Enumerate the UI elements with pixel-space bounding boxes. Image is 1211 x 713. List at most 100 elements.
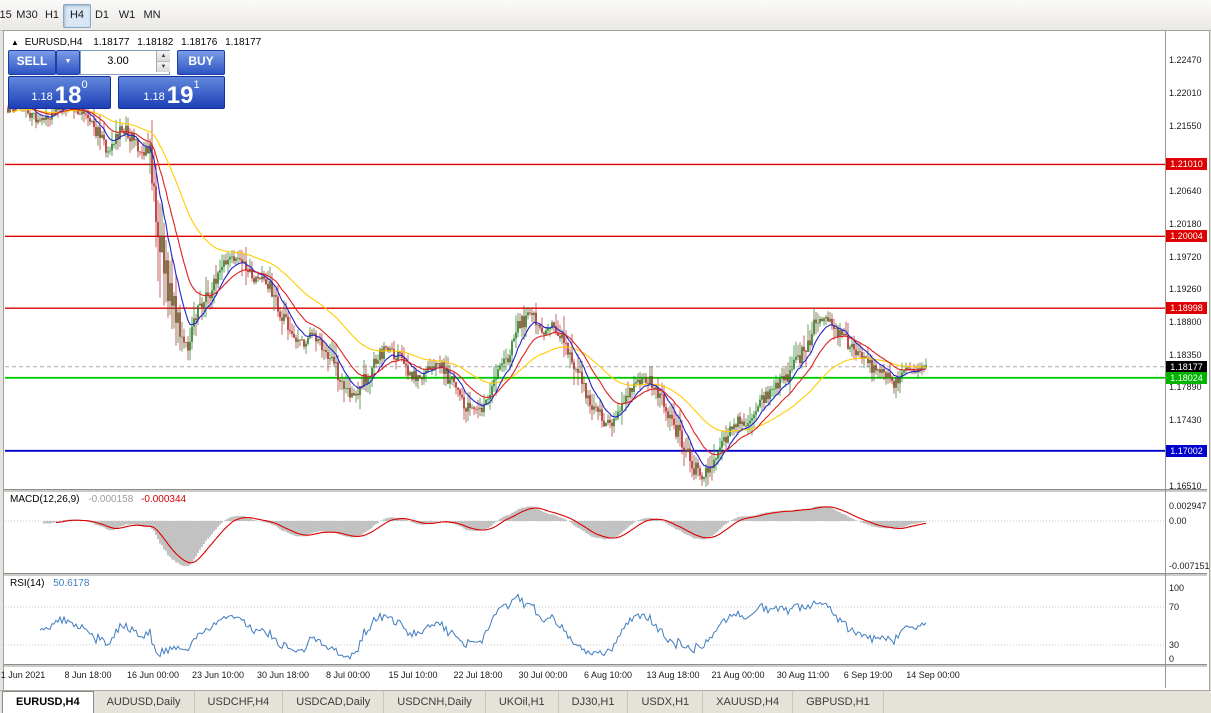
price-badge-1.18177: 1.18177	[1166, 360, 1207, 373]
chart-tab-usdcad-daily[interactable]: USDCAD,Daily	[283, 691, 385, 713]
chart-tab-bar: EURUSD,H4 AUDUSD,Daily USDCHF,H4 USDCAD,Dai…	[0, 690, 1211, 713]
timeframe-button-h1[interactable]: H1	[44, 9, 60, 21]
rsi-value: 50.6178	[53, 578, 90, 589]
time-axis-label: 30 Jul 00:00	[518, 670, 568, 680]
time-axis-label: 13 Aug 18:00	[646, 670, 700, 680]
ask-prefix: 1.18	[143, 91, 165, 103]
bid-pips: 18	[54, 82, 82, 109]
time-axis-label: 8 Jul 00:00	[325, 670, 371, 680]
quote-close: 1.18177	[225, 37, 262, 48]
moving-average-10	[11, 102, 927, 468]
timeframe-button-mn[interactable]: MN	[143, 9, 161, 21]
chart-window	[3, 30, 1210, 692]
price-scale-label: 1.20180	[1169, 218, 1202, 229]
timeframe-button-w1[interactable]: W1	[118, 9, 136, 21]
time-axis-label: 30 Aug 11:00	[776, 670, 830, 680]
macd-signal-line	[55, 506, 927, 564]
timeframe-button-m30[interactable]: M30	[16, 9, 38, 21]
ask-pips: 19	[166, 82, 194, 109]
rsi-line	[39, 593, 927, 660]
price-scale-divider	[1165, 31, 1166, 688]
bid-price-display[interactable]: 1.18 18 0	[8, 76, 111, 109]
price-scale-label: 1.18800	[1169, 317, 1202, 328]
bid-prefix: 1.18	[31, 91, 53, 103]
rsi-panel-splitter[interactable]	[4, 573, 1207, 576]
rsi-canvas[interactable]	[5, 575, 1165, 664]
price-scale-label: 1.17430	[1169, 415, 1202, 426]
price-badge-1.18998: 1.18998	[1166, 302, 1207, 315]
chart-tab-eurusd-h4[interactable]: EURUSD,H4	[2, 691, 94, 713]
ask-price-display[interactable]: 1.18 19 1	[118, 76, 225, 109]
ask-point: 1	[193, 79, 200, 91]
time-axis-label: 8 Jun 18:00	[64, 670, 112, 680]
price-scale-label: 1.22010	[1169, 87, 1202, 98]
chart-tab-xauusd-h4[interactable]: XAUUSD,H4	[703, 691, 794, 713]
chart-tab-usdchf-h4[interactable]: USDCHF,H4	[195, 691, 284, 713]
chart-tab-usdcnh-daily[interactable]: USDCNH,Daily	[384, 691, 486, 713]
one-click-trading-panel: SELL ▼ 3.00 ▲ ▼ BUY 1.18 18 0 1.18 19 1	[8, 50, 225, 109]
bid-point: 0	[81, 79, 88, 91]
chart-tab-audusd-daily[interactable]: AUDUSD,Daily	[94, 691, 195, 713]
price-badge-1.20004: 1.20004	[1166, 230, 1207, 243]
rsi-indicator-label: RSI(14) 50.6178	[10, 578, 89, 589]
macd-scale-label: -0.007151	[1169, 561, 1210, 571]
time-axis-label: 14 Sep 00:00	[906, 670, 960, 680]
moving-average-22	[11, 106, 927, 456]
moving-average-55	[11, 108, 926, 433]
price-scale-label: 1.17890	[1169, 382, 1202, 393]
time-axis-label: 30 Jun 18:00	[256, 670, 310, 680]
time-axis-label: 6 Sep 19:00	[843, 670, 893, 680]
quote-open: 1.18177	[93, 37, 130, 48]
price-badge-1.21010: 1.21010	[1166, 158, 1207, 171]
chart-title: ▲ EURUSD,H4 1.18177 1.18182 1.18176 1.18…	[11, 37, 266, 48]
volume-decrease-button[interactable]: ▼	[156, 62, 170, 72]
rsi-scale-label: 0	[1169, 654, 1175, 664]
macd-value: -0.000158	[88, 494, 134, 505]
price-chart-canvas[interactable]	[5, 31, 1165, 489]
symbol-arrow-icon: ▲	[11, 38, 19, 47]
macd-name: MACD(12,26,9)	[10, 494, 80, 505]
volume-dropdown-button[interactable]: ▼	[56, 50, 80, 75]
price-badge-1.18024: 1.18024	[1166, 371, 1207, 384]
rsi-scale-label: 70	[1169, 602, 1180, 612]
price-scale-label: 1.18350	[1169, 349, 1202, 360]
price-scale-label: 1.19260	[1169, 284, 1202, 295]
chart-tab-ukoil-h1[interactable]: UKOil,H1	[486, 691, 559, 713]
volume-value[interactable]: 3.00	[107, 55, 129, 67]
price-badge-1.17002: 1.17002	[1166, 444, 1207, 457]
timeframe-button-d1[interactable]: D1	[94, 9, 110, 21]
quote-high: 1.18182	[137, 37, 174, 48]
time-axis-label: 23 Jun 10:00	[191, 670, 245, 680]
rsi-scale-label: 100	[1169, 583, 1185, 593]
buy-button[interactable]: BUY	[177, 50, 225, 75]
price-scale-label: 1.20640	[1169, 185, 1202, 196]
macd-scale-label: 0.002947	[1169, 501, 1207, 511]
volume-spinner: ▲ ▼	[156, 51, 170, 72]
price-scale-label: 1.16510	[1169, 481, 1202, 491]
timeframe-button-h4[interactable]: H4	[63, 4, 91, 28]
macd-canvas[interactable]	[5, 491, 1165, 573]
macd-panel-splitter[interactable]	[4, 489, 1207, 492]
chart-tab-gbpusd-h1[interactable]: GBPUSD,H1	[793, 691, 884, 713]
time-axis-label: 16 Jun 00:00	[126, 670, 180, 680]
chart-tab-usdx-h1[interactable]: USDX,H1	[628, 691, 704, 713]
quote-low: 1.18176	[181, 37, 218, 48]
timeframe-button-m15[interactable]: M15	[0, 9, 12, 21]
time-axis-label: 1 Jun 2021	[0, 670, 46, 680]
rsi-name: RSI(14)	[10, 578, 45, 589]
time-axis-label: 21 Aug 00:00	[711, 670, 765, 680]
sell-button[interactable]: SELL	[8, 50, 56, 75]
price-scale-label: 1.22470	[1169, 55, 1202, 65]
volume-increase-button[interactable]: ▲	[156, 51, 170, 62]
macd-scale-label: 0.00	[1169, 516, 1187, 526]
chart-tab-dj30-h1[interactable]: DJ30,H1	[559, 691, 629, 713]
macd-histogram	[43, 506, 927, 566]
time-axis-divider	[4, 664, 1207, 667]
price-scale-label: 1.19720	[1169, 251, 1202, 262]
volume-field[interactable]: 3.00 ▲ ▼	[80, 50, 170, 75]
symbol-timeframe: EURUSD,H4	[24, 37, 83, 48]
time-axis-label: 22 Jul 18:00	[453, 670, 503, 680]
time-axis-label: 15 Jul 10:00	[388, 670, 438, 680]
